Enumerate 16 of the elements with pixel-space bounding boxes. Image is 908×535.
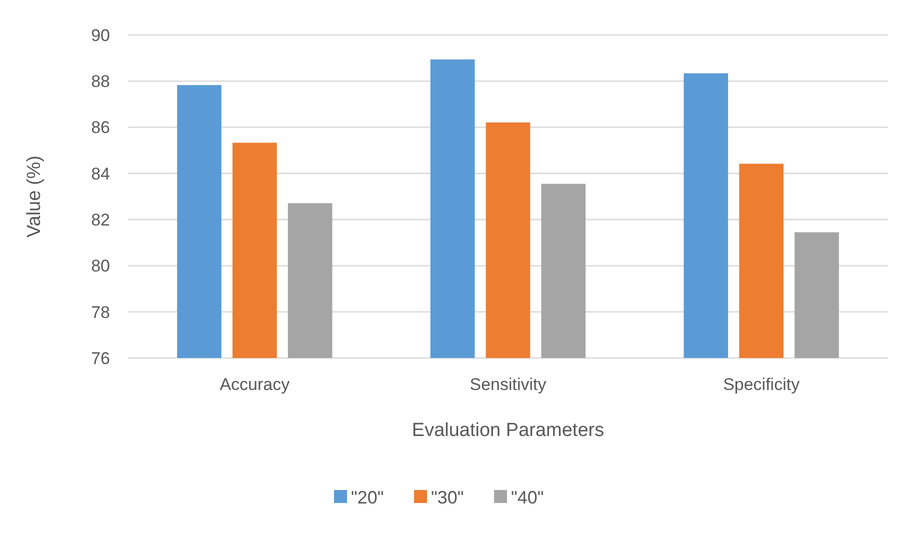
y-tick-label: 84	[91, 164, 110, 184]
y-axis-title: Value (%)	[24, 155, 45, 238]
y-tick-label: 78	[91, 302, 110, 322]
x-tick-label: Sensitivity	[470, 375, 547, 394]
y-tick-label: 80	[91, 256, 110, 276]
legend-label: "30"	[431, 487, 464, 508]
x-tick-label: Specificity	[723, 375, 800, 394]
legend-label: "40"	[511, 487, 544, 508]
y-tick-label: 88	[91, 72, 110, 92]
x-axis-title: Evaluation Parameters	[412, 420, 604, 441]
legend-label: "20"	[351, 487, 384, 508]
y-tick-label: 90	[91, 26, 110, 45]
x-tick-label: Accuracy	[220, 375, 290, 394]
y-tick-label: 86	[91, 118, 110, 138]
y-tick-label: 76	[91, 348, 110, 368]
y-tick-label: 82	[91, 210, 110, 230]
